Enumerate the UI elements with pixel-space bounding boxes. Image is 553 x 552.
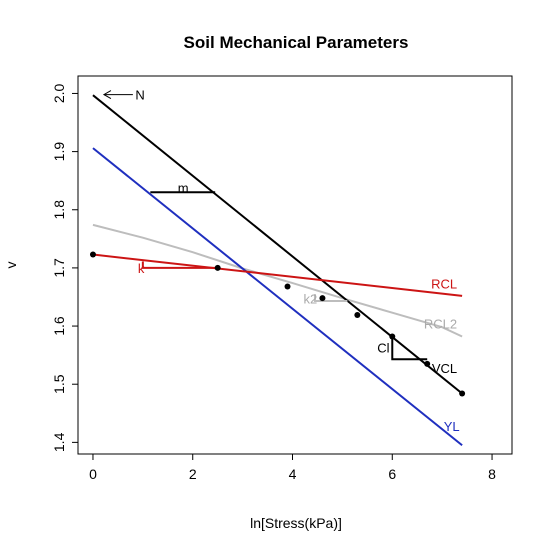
x-tick-label: 0 <box>89 466 97 482</box>
y-tick-label: 1.9 <box>51 142 67 162</box>
axis-ticks: 0 2 4 6 8 1.4 1.5 1.6 1.7 1.8 1.9 2.0 <box>51 84 496 482</box>
y-tick-label: 2.0 <box>51 84 67 104</box>
x-axis-label: ln[Stress(kPa)] <box>250 515 342 531</box>
annotations: Nm k k2 Cl RCL RCL2 VCL YL <box>102 88 460 434</box>
slope-triangles <box>141 191 428 361</box>
plot-frame <box>77 75 513 455</box>
y-tick-label: 1.4 <box>51 432 67 452</box>
annotation-k2: k2 <box>303 292 317 307</box>
series-rcl2-line <box>92 223 463 338</box>
data-point <box>284 283 291 290</box>
data-points <box>89 251 466 397</box>
data-point <box>89 251 96 258</box>
x-tick-label: 2 <box>189 466 197 482</box>
y-tick-label: 1.8 <box>51 200 67 220</box>
y-tick-label: 1.6 <box>51 316 67 336</box>
annotation-vcl: VCL <box>432 361 457 376</box>
y-tick-label: 1.7 <box>51 258 67 278</box>
x-tick-label: 4 <box>289 466 297 482</box>
series-rcl-line <box>92 253 463 297</box>
x-tick-label: 6 <box>388 466 396 482</box>
annotation-m: m <box>178 181 189 196</box>
k2-slope-triangle <box>313 294 348 303</box>
series-yl-line <box>92 147 463 447</box>
series-lines <box>92 94 463 447</box>
data-point <box>389 333 396 340</box>
k-slope-triangle <box>141 261 218 269</box>
data-point <box>319 295 326 302</box>
annotation-yl: YL <box>444 419 460 434</box>
y-tick-label: 1.5 <box>51 374 67 394</box>
x-tick-label: 8 <box>488 466 496 482</box>
chart-title: Soil Mechanical Parameters <box>184 33 409 52</box>
data-point <box>459 390 466 397</box>
data-point <box>424 360 431 367</box>
annotation-k: k <box>138 261 145 276</box>
series-vcl-line <box>92 94 463 395</box>
y-axis-label: v <box>3 262 19 269</box>
annotation-rcl2: RCL2 <box>424 317 457 332</box>
annotation-cl: Cl <box>377 341 389 356</box>
n-arrow-head <box>102 90 112 100</box>
annotation-rcl: RCL <box>431 277 457 292</box>
annotation-n: N <box>135 88 144 103</box>
data-point <box>214 264 221 271</box>
data-point <box>354 312 361 319</box>
cl-slope-triangle <box>391 336 428 361</box>
